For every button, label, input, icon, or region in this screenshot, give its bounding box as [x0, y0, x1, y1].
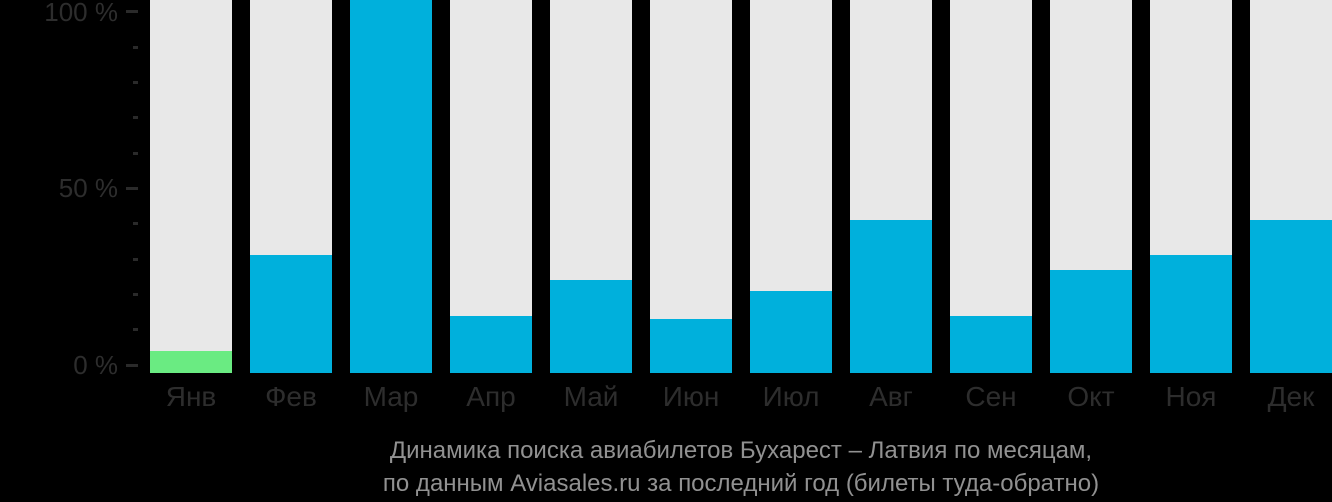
- x-axis-label-авг: Авг: [869, 381, 913, 412]
- chart-title: Динамика поиска авиабилетов Бухарест – Л…: [150, 434, 1332, 500]
- y-axis-minor-tick-30: [133, 257, 138, 261]
- bar-fill-июн: [650, 319, 732, 373]
- y-axis-label-50: 50 %: [58, 173, 118, 204]
- x-axis-label-мар: Мар: [363, 381, 419, 412]
- bar-fill-мар: [350, 0, 432, 373]
- bar-fill-авг: [850, 220, 932, 373]
- bar-track-фев: [250, 0, 332, 373]
- y-axis-major-tick-50: [126, 186, 138, 190]
- bar-track-июл: [750, 0, 832, 373]
- x-axis-label-янв: Янв: [165, 381, 217, 412]
- x-axis: Янв Фев Мар Апр Май Июн Июл Авг Сен Окт Ноя Дек: [150, 381, 1332, 413]
- bar-track-янв: [150, 0, 232, 373]
- bar-fill-янв: [150, 351, 232, 373]
- bar-track-сен: [950, 0, 1032, 373]
- bar-track-дек: [1250, 0, 1332, 373]
- x-axis-label-фев: Фев: [265, 381, 317, 412]
- bar-fill-июл: [750, 291, 832, 373]
- plot-area: [150, 0, 1332, 373]
- y-axis-label-100: 100 %: [44, 0, 118, 27]
- bar-track-окт: [1050, 0, 1132, 373]
- y-axis: 100 % 50 % 0 %: [0, 0, 150, 378]
- y-axis-minor-tick-10: [133, 328, 138, 332]
- bar-fill-ноя: [1150, 255, 1232, 373]
- x-axis-label-ноя: Ноя: [1165, 381, 1217, 412]
- x-axis-label-окт: Окт: [1067, 381, 1115, 412]
- bar-track-июн: [650, 0, 732, 373]
- bar-fill-сен: [950, 316, 1032, 373]
- bar-track-май: [550, 0, 632, 373]
- y-axis-minor-tick-40: [133, 222, 138, 226]
- x-axis-label-июн: Июн: [662, 381, 720, 412]
- chart-title-line-1: Динамика поиска авиабилетов Бухарест – Л…: [389, 437, 1093, 464]
- x-axis-label-апр: Апр: [466, 381, 516, 412]
- x-axis-label-сен: Сен: [965, 381, 1017, 412]
- bar-track-ноя: [1150, 0, 1232, 373]
- x-axis-label-дек: Дек: [1267, 381, 1315, 412]
- bar-fill-фев: [250, 255, 332, 373]
- bar-track-мар: [350, 0, 432, 373]
- bar-fill-дек: [1250, 220, 1332, 373]
- y-axis-minor-tick-80: [133, 80, 138, 84]
- bar-track-авг: [850, 0, 932, 373]
- bar-fill-апр: [450, 316, 532, 373]
- bar-fill-май: [550, 280, 632, 373]
- y-axis-minor-tick-70: [133, 116, 138, 120]
- y-axis-major-tick-0: [126, 363, 138, 367]
- y-axis-minor-tick-60: [133, 151, 138, 155]
- y-axis-label-0: 0 %: [73, 350, 118, 380]
- y-axis-minor-tick-90: [133, 45, 138, 49]
- bar-fill-окт: [1050, 270, 1132, 373]
- x-axis-label-июл: Июл: [762, 381, 820, 412]
- chart-title-line-2: по данным Aviasales.ru за последний год …: [382, 470, 1100, 497]
- y-axis-minor-tick-20: [133, 292, 138, 296]
- bar-track-апр: [450, 0, 532, 373]
- x-axis-label-май: Май: [563, 381, 619, 412]
- y-axis-major-tick-100: [126, 10, 138, 14]
